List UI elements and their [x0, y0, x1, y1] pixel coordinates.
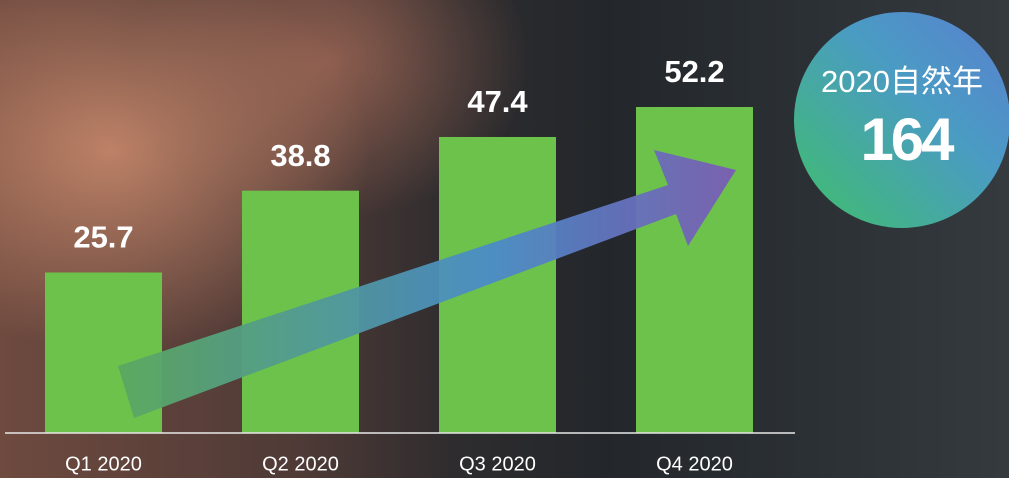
x-tick-label: Q4 2020 [656, 453, 733, 475]
value-label: 52.2 [664, 54, 724, 89]
summary-badge [794, 12, 1009, 228]
bar [636, 107, 753, 433]
x-tick-label: Q1 2020 [65, 453, 142, 475]
summary-label: 2020自然年 [821, 64, 983, 99]
x-tick-label: Q2 2020 [262, 453, 339, 475]
value-label: 25.7 [73, 220, 133, 255]
value-label: 47.4 [467, 84, 528, 119]
trend-arrow [118, 150, 736, 418]
value-label: 38.8 [270, 138, 330, 173]
x-tick-label: Q3 2020 [459, 453, 536, 475]
summary-value: 164 [860, 106, 955, 173]
